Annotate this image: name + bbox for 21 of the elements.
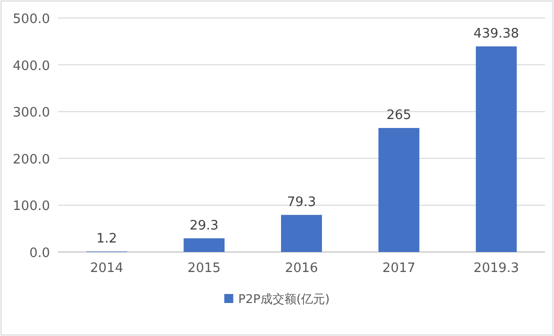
bar: [184, 238, 225, 252]
y-tick-label: 300.0: [12, 106, 50, 121]
y-tick-label: 0.0: [29, 246, 50, 261]
bar: [378, 128, 420, 252]
y-tick-label: 100.0: [12, 199, 50, 214]
data-label: 79.3: [287, 194, 316, 210]
bar: [281, 214, 322, 252]
legend-label: P2P成交额(亿元): [238, 292, 330, 306]
x-tick-label: 2015: [188, 261, 221, 276]
x-tick-label: 2017: [382, 261, 416, 276]
x-tick-label: 2014: [90, 261, 124, 276]
data-label: 265: [386, 108, 412, 123]
bar: [476, 46, 517, 252]
data-label: 439.38: [474, 26, 520, 42]
x-tick-label: 2019.3: [474, 261, 520, 276]
y-tick-label: 400.0: [12, 58, 50, 74]
x-tick-label: 2016: [284, 261, 318, 276]
y-tick-label: 200.0: [12, 152, 50, 168]
data-label: 1.2: [96, 231, 118, 246]
y-tick-label: 500.0: [12, 12, 50, 27]
data-label: 29.3: [190, 218, 219, 234]
